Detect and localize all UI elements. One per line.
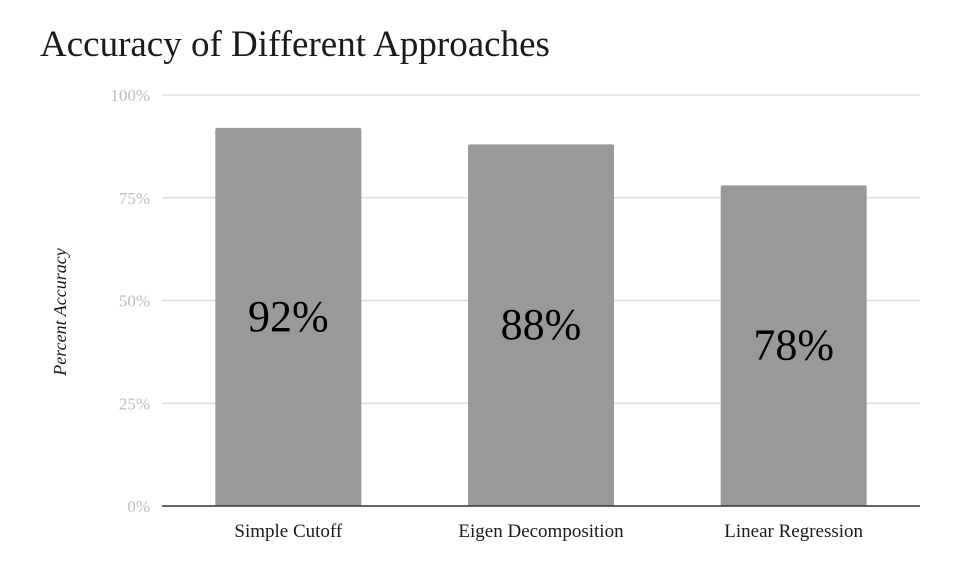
x-category-label: Linear Regression <box>724 521 863 542</box>
y-axis-ticks: 0% 25% 50% 75% 100% <box>110 86 150 516</box>
bar <box>720 185 867 507</box>
bar-data-label: 92% <box>248 292 329 341</box>
y-axis-label: Percent Accuracy <box>50 248 70 376</box>
bar <box>215 127 362 506</box>
chart-title: Accuracy of Different Approaches <box>40 24 550 65</box>
y-tick-label: 0% <box>127 497 150 516</box>
y-tick-label: 100% <box>110 86 150 105</box>
bars <box>215 127 867 507</box>
bar <box>468 144 614 506</box>
y-tick-label: 75% <box>119 189 150 208</box>
bar-data-label: 78% <box>753 321 834 370</box>
data-labels: 92% 88% 78% <box>248 292 834 370</box>
y-tick-label: 50% <box>119 292 150 311</box>
x-category-label: Simple Cutoff <box>234 521 343 542</box>
y-tick-label: 25% <box>119 394 150 413</box>
bar-data-label: 88% <box>501 300 582 349</box>
x-category-label: Eigen Decomposition <box>458 521 624 542</box>
x-axis-categories: Simple Cutoff Eigen Decomposition Linear R… <box>234 521 863 542</box>
